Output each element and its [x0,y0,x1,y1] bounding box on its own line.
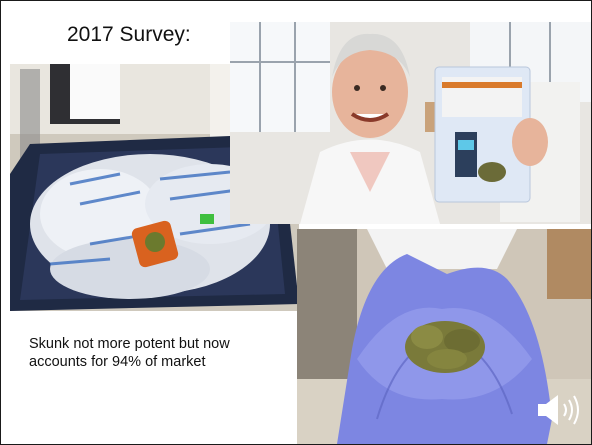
slide-title: 2017 Survey: [67,23,191,46]
scientist-holding-evidence-bag-photo [230,22,591,224]
gloved-hands-holding-cannabis-photo [297,229,591,444]
speaker-icon[interactable] [534,391,582,429]
slide-caption: Skunk not more potent but now accounts f… [29,336,230,370]
